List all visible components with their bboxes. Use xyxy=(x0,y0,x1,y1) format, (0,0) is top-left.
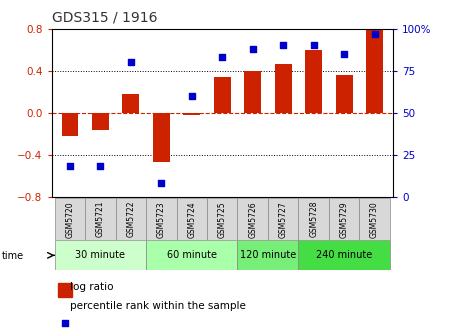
Text: 60 minute: 60 minute xyxy=(167,250,217,260)
Text: GSM5720: GSM5720 xyxy=(66,201,75,238)
Bar xyxy=(153,113,170,162)
FancyBboxPatch shape xyxy=(238,198,268,240)
Bar xyxy=(244,71,261,113)
Text: GSM5725: GSM5725 xyxy=(218,201,227,238)
FancyBboxPatch shape xyxy=(146,240,238,270)
FancyBboxPatch shape xyxy=(299,198,329,240)
FancyBboxPatch shape xyxy=(146,198,176,240)
FancyBboxPatch shape xyxy=(116,198,146,240)
Bar xyxy=(123,94,139,113)
Text: time: time xyxy=(2,251,24,261)
FancyBboxPatch shape xyxy=(85,198,116,240)
Point xyxy=(158,180,165,186)
Text: GSM5728: GSM5728 xyxy=(309,201,318,238)
Bar xyxy=(92,113,109,130)
Bar xyxy=(214,77,231,113)
Text: GSM5730: GSM5730 xyxy=(370,201,379,238)
Text: percentile rank within the sample: percentile rank within the sample xyxy=(70,301,246,311)
Bar xyxy=(183,113,200,115)
Bar xyxy=(366,30,383,113)
Text: 120 minute: 120 minute xyxy=(240,250,296,260)
Point xyxy=(219,54,226,60)
Bar xyxy=(336,75,352,113)
Text: GSM5721: GSM5721 xyxy=(96,201,105,238)
Point xyxy=(310,43,317,48)
Text: GSM5724: GSM5724 xyxy=(187,201,196,238)
Point xyxy=(343,182,350,187)
Text: GSM5726: GSM5726 xyxy=(248,201,257,238)
Bar xyxy=(305,50,322,113)
Point xyxy=(280,43,287,48)
Text: 30 minute: 30 minute xyxy=(75,250,125,260)
Point xyxy=(188,93,195,98)
Text: GSM5722: GSM5722 xyxy=(126,201,135,238)
FancyBboxPatch shape xyxy=(238,240,299,270)
Point xyxy=(127,59,134,65)
FancyBboxPatch shape xyxy=(329,198,359,240)
FancyBboxPatch shape xyxy=(268,198,299,240)
FancyBboxPatch shape xyxy=(55,240,146,270)
FancyBboxPatch shape xyxy=(55,198,85,240)
FancyBboxPatch shape xyxy=(207,198,238,240)
Point xyxy=(66,164,74,169)
Bar xyxy=(58,283,72,297)
Point xyxy=(97,164,104,169)
Text: GSM5723: GSM5723 xyxy=(157,201,166,238)
Point xyxy=(249,46,256,51)
Point xyxy=(371,31,378,36)
FancyBboxPatch shape xyxy=(176,198,207,240)
Bar xyxy=(275,64,291,113)
Point xyxy=(340,51,348,56)
Bar xyxy=(62,113,78,136)
Text: 240 minute: 240 minute xyxy=(316,250,372,260)
FancyBboxPatch shape xyxy=(299,240,390,270)
Text: GDS315 / 1916: GDS315 / 1916 xyxy=(52,10,157,24)
Text: GSM5729: GSM5729 xyxy=(339,201,348,238)
Text: log ratio: log ratio xyxy=(70,282,113,292)
Text: GSM5727: GSM5727 xyxy=(279,201,288,238)
FancyBboxPatch shape xyxy=(359,198,390,240)
